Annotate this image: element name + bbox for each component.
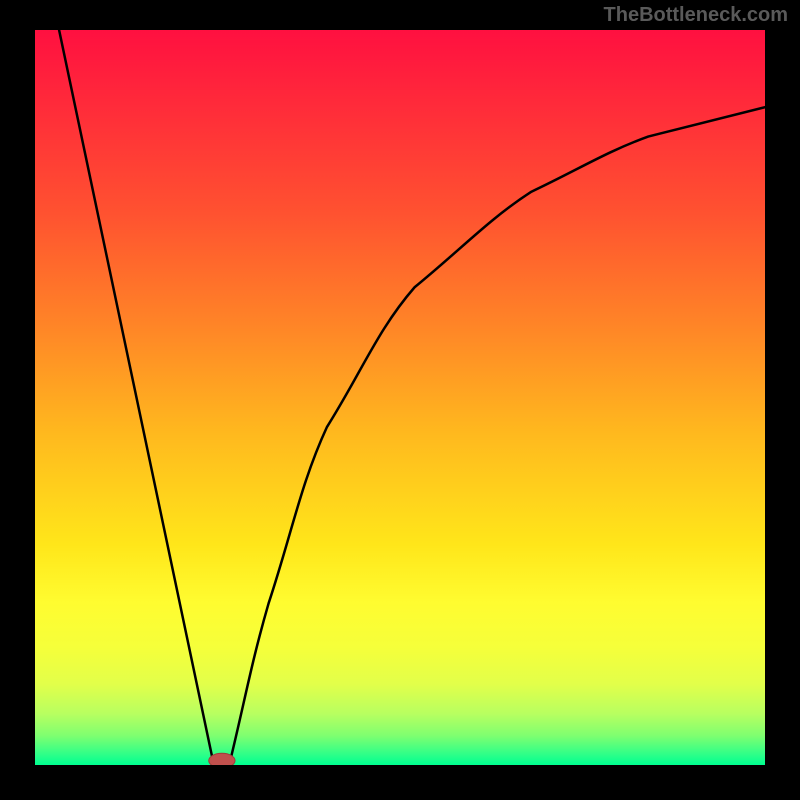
plot-area xyxy=(35,30,765,765)
curve-overlay xyxy=(35,30,765,765)
bottleneck-curve xyxy=(59,30,765,765)
minimum-marker xyxy=(209,753,235,765)
chart-container: TheBottleneck.com xyxy=(0,0,800,800)
watermark-text: TheBottleneck.com xyxy=(604,4,788,27)
